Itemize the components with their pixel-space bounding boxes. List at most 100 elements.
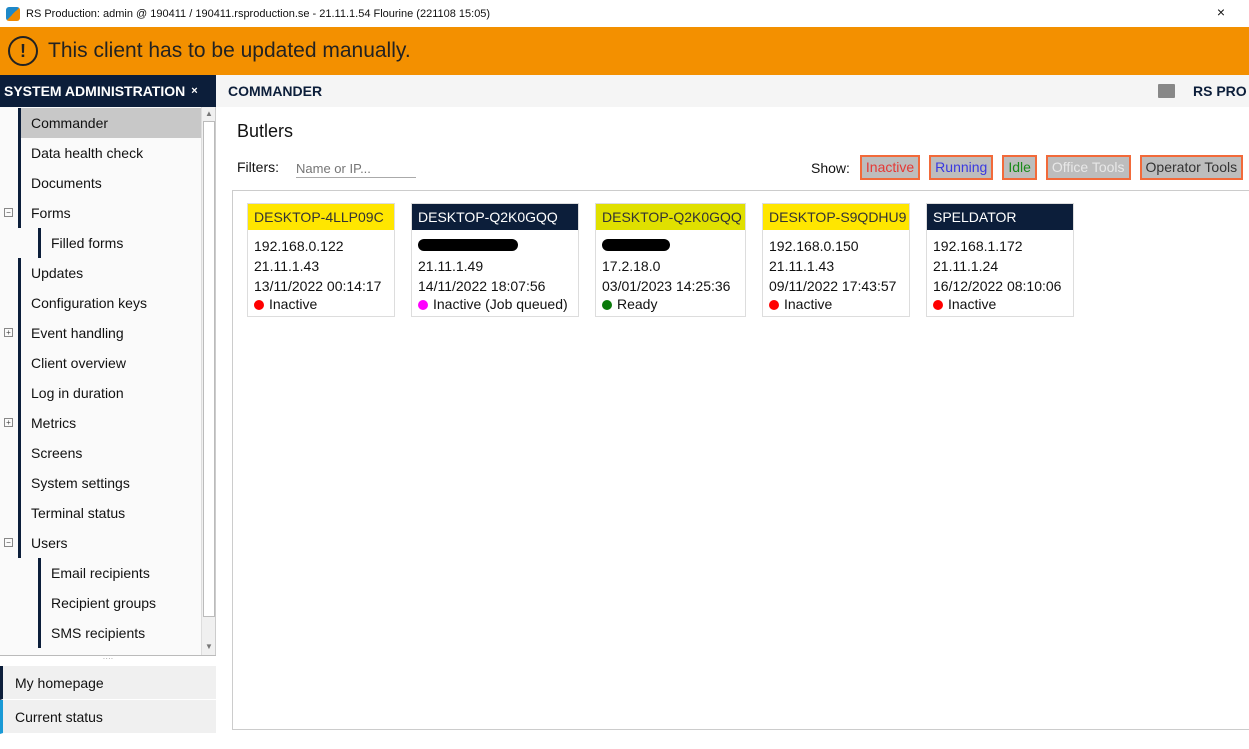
status-dot-icon — [769, 300, 779, 310]
sidebar-item-configuration-keys[interactable]: Configuration keys — [18, 288, 201, 318]
filter-chip-operator-tools[interactable]: Operator Tools — [1139, 155, 1244, 180]
card-timestamp: 09/11/2022 17:43:57 — [769, 278, 897, 294]
sidebar-item-label: Updates — [31, 265, 84, 281]
sidebar-item-label: Email recipients — [51, 565, 150, 581]
collapse-icon[interactable]: − — [4, 208, 13, 217]
sidebar-item-label: Screens — [31, 445, 83, 461]
card-timestamp: 14/11/2022 18:07:56 — [418, 278, 546, 294]
card-status: Inactive — [933, 296, 1073, 312]
butler-card[interactable]: DESKTOP-Q2K0GQQ 21.11.1.49 14/11/2022 18… — [411, 203, 579, 317]
sidebar-item-users[interactable]: Users — [18, 528, 201, 558]
expand-icon[interactable]: + — [4, 418, 13, 427]
window-title: RS Production: admin @ 190411 / 190411.r… — [26, 7, 491, 20]
app-logo-icon — [6, 6, 20, 21]
show-label: Show: — [811, 159, 850, 176]
card-ip: 192.168.0.122 — [254, 238, 344, 254]
filter-chip-office-tools[interactable]: Office Tools — [1045, 155, 1131, 180]
status-text: Inactive — [948, 296, 997, 312]
sidebar-item-label: Configuration keys — [31, 295, 147, 311]
sidebar-item-metrics[interactable]: Metrics — [18, 408, 201, 438]
nav-current-status[interactable]: Current status — [0, 700, 216, 734]
close-sidebar-button[interactable]: × — [191, 85, 198, 97]
chat-icon[interactable] — [1158, 84, 1175, 98]
sidebar-item-label: SMS recipients — [51, 625, 146, 641]
brand-label: RS PRO — [1193, 83, 1247, 99]
butler-card[interactable]: DESKTOP-Q2K0GQQ 17.2.18.0 03/01/2023 14:… — [595, 203, 746, 317]
card-ip: 192.168.1.172 — [933, 238, 1023, 254]
scrollbar-thumb[interactable] — [203, 121, 215, 617]
sidebar-item-forms[interactable]: Forms — [18, 198, 201, 228]
card-ip: 192.168.0.150 — [769, 238, 859, 254]
butler-card[interactable]: DESKTOP-S9QDHU9 192.168.0.150 21.11.1.43… — [762, 203, 910, 317]
card-version: 21.11.1.49 — [418, 258, 484, 274]
sidebar-item-updates[interactable]: Updates — [18, 258, 201, 288]
sidebar-item-label: Event handling — [31, 325, 124, 341]
sidebar-item-label: System settings — [31, 475, 130, 491]
show-filter-row: Show: Inactive Running Idle Office Tools Ope… — [811, 155, 1244, 180]
sidebar-header: SYSTEM ADMINISTRATION × — [0, 75, 216, 107]
redacted-ip — [602, 236, 745, 256]
status-dot-icon — [418, 300, 428, 310]
card-version: 21.11.1.43 — [769, 258, 835, 274]
sidebar-item-sms-recipients[interactable]: SMS recipients — [38, 618, 201, 648]
sidebar-item-client-overview[interactable]: Client overview — [18, 348, 201, 378]
status-dot-icon — [933, 300, 943, 310]
card-name: DESKTOP-4LLP09C — [248, 204, 394, 230]
card-status: Inactive — [769, 296, 909, 312]
sidebar-item-filled-forms[interactable]: Filled forms — [38, 228, 201, 258]
sidebar-item-log-in-duration[interactable]: Log in duration — [18, 378, 201, 408]
sidebar-item-label: Client overview — [31, 355, 126, 371]
sidebar-item-label: Users — [31, 535, 68, 551]
card-name: DESKTOP-Q2K0GQQ — [596, 204, 745, 230]
filters-label: Filters: — [237, 159, 279, 175]
sidebar-item-documents[interactable]: Documents — [18, 168, 201, 198]
card-timestamp: 13/11/2022 00:14:17 — [254, 278, 382, 294]
sidebar-item-commander[interactable]: Commander — [18, 108, 201, 138]
expand-icon[interactable]: + — [4, 328, 13, 337]
page-title: Butlers — [237, 121, 294, 141]
sidebar-item-event-handling[interactable]: Event handling — [18, 318, 201, 348]
card-status: Inactive (Job queued) — [418, 296, 578, 312]
redacted-ip — [418, 236, 578, 256]
card-name: SPELDATOR — [927, 204, 1073, 230]
main-header: COMMANDER RS PRO — [216, 75, 1249, 107]
sidebar-item-data-health-check[interactable]: Data health check — [18, 138, 201, 168]
butler-card[interactable]: SPELDATOR 192.168.1.172 21.11.1.24 16/12… — [926, 203, 1074, 317]
sidebar-item-system-settings[interactable]: System settings — [18, 468, 201, 498]
status-text: Inactive (Job queued) — [433, 296, 568, 312]
collapse-icon[interactable]: − — [4, 538, 13, 547]
sidebar-item-label: Documents — [31, 175, 102, 191]
sidebar-item-screens[interactable]: Screens — [18, 438, 201, 468]
banner-message: This client has to be updated manually. — [48, 39, 411, 62]
sidebar-item-terminal-status[interactable]: Terminal status — [18, 498, 201, 528]
status-text: Inactive — [269, 296, 318, 312]
card-name: DESKTOP-Q2K0GQQ — [412, 204, 578, 230]
filter-input[interactable] — [296, 159, 416, 178]
splitter-handle[interactable]: ···· — [0, 655, 216, 665]
filter-chip-inactive[interactable]: Inactive — [859, 155, 921, 180]
sidebar-item-label: Filled forms — [51, 235, 124, 251]
nav-my-homepage[interactable]: My homepage — [0, 666, 216, 700]
butler-card[interactable]: DESKTOP-4LLP09C 192.168.0.122 21.11.1.43… — [247, 203, 395, 317]
scroll-up-icon[interactable]: ▲ — [205, 109, 213, 118]
sidebar-scrollbar[interactable]: ▲ ▼ — [201, 107, 215, 655]
filter-chip-idle[interactable]: Idle — [1002, 155, 1037, 180]
scroll-down-icon[interactable]: ▼ — [205, 642, 213, 651]
card-timestamp: 03/01/2023 14:25:36 — [602, 278, 731, 294]
card-version: 21.11.1.43 — [254, 258, 320, 274]
status-dot-icon — [254, 300, 264, 310]
status-text: Inactive — [784, 296, 833, 312]
sidebar-item-label: Terminal status — [31, 505, 126, 521]
butlers-panel — [232, 190, 1249, 730]
card-timestamp: 16/12/2022 08:10:06 — [933, 278, 1062, 294]
sidebar-item-email-recipients[interactable]: Email recipients — [38, 558, 201, 588]
card-version: 17.2.18.0 — [602, 258, 661, 274]
sidebar-item-recipient-groups[interactable]: Recipient groups — [38, 588, 201, 618]
sidebar-item-label: Recipient groups — [51, 595, 157, 611]
close-window-button[interactable]: × — [1216, 4, 1225, 20]
section-title: COMMANDER — [228, 83, 323, 99]
sidebar: Commander Data health check Documents Forms… — [0, 107, 216, 655]
filter-chip-running[interactable]: Running — [929, 155, 994, 180]
card-status: Inactive — [254, 296, 394, 312]
card-status: Ready — [602, 296, 745, 312]
